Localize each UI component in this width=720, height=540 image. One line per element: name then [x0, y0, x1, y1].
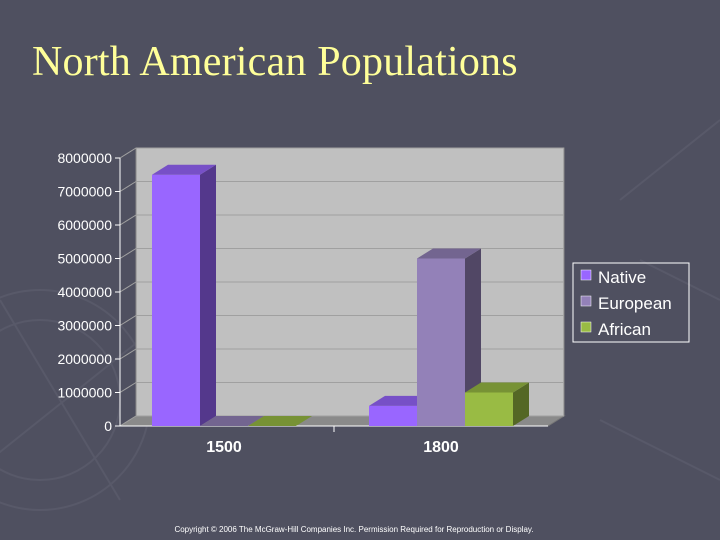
- gridline-side: [119, 348, 137, 360]
- y-tick-label: 5000000: [57, 251, 112, 267]
- gridline-side: [119, 315, 137, 326]
- bar-top: [465, 382, 529, 393]
- y-tick-label: 6000000: [57, 217, 112, 233]
- slide-title: North American Populations: [32, 39, 518, 85]
- bar-side: [465, 248, 481, 426]
- bar-side: [200, 164, 216, 426]
- x-tick-label: 1800: [423, 439, 459, 456]
- bar-top: [248, 416, 312, 426]
- gridline-side: [119, 415, 137, 427]
- gridline-side: [119, 147, 137, 159]
- x-tick-label: 1500: [206, 439, 242, 456]
- bar: [465, 392, 513, 426]
- bar: [369, 405, 417, 426]
- y-tick-label: 1000000: [57, 385, 112, 401]
- y-tick-label: 8000000: [57, 150, 112, 166]
- copyright-notice: Copyright © 2006 The McGraw-Hill Compani…: [174, 525, 534, 534]
- gridline-side: [119, 214, 137, 226]
- y-tick-label: 2000000: [57, 351, 112, 367]
- legend-label: European: [598, 294, 672, 313]
- legend-box: [572, 262, 690, 343]
- bar-top: [152, 164, 216, 175]
- y-tick-label: 4000000: [57, 284, 112, 300]
- gridline-side: [119, 281, 137, 293]
- gridline-side: [119, 382, 137, 393]
- bar-top: [200, 416, 264, 426]
- bar-top: [417, 248, 481, 259]
- gridline-side: [119, 181, 137, 192]
- legend-swatch: [580, 321, 592, 333]
- legend-label: Native: [598, 268, 646, 287]
- y-tick-label: 3000000: [57, 318, 112, 334]
- bar: [152, 174, 200, 426]
- legend-swatch: [580, 295, 592, 307]
- legend-label: African: [598, 320, 651, 339]
- y-tick-label: 0: [104, 418, 112, 434]
- bar: [417, 258, 465, 426]
- legend-swatch: [580, 269, 592, 281]
- bar-side: [513, 382, 529, 426]
- y-tick-label: 7000000: [57, 184, 112, 200]
- gridline-side: [119, 248, 137, 259]
